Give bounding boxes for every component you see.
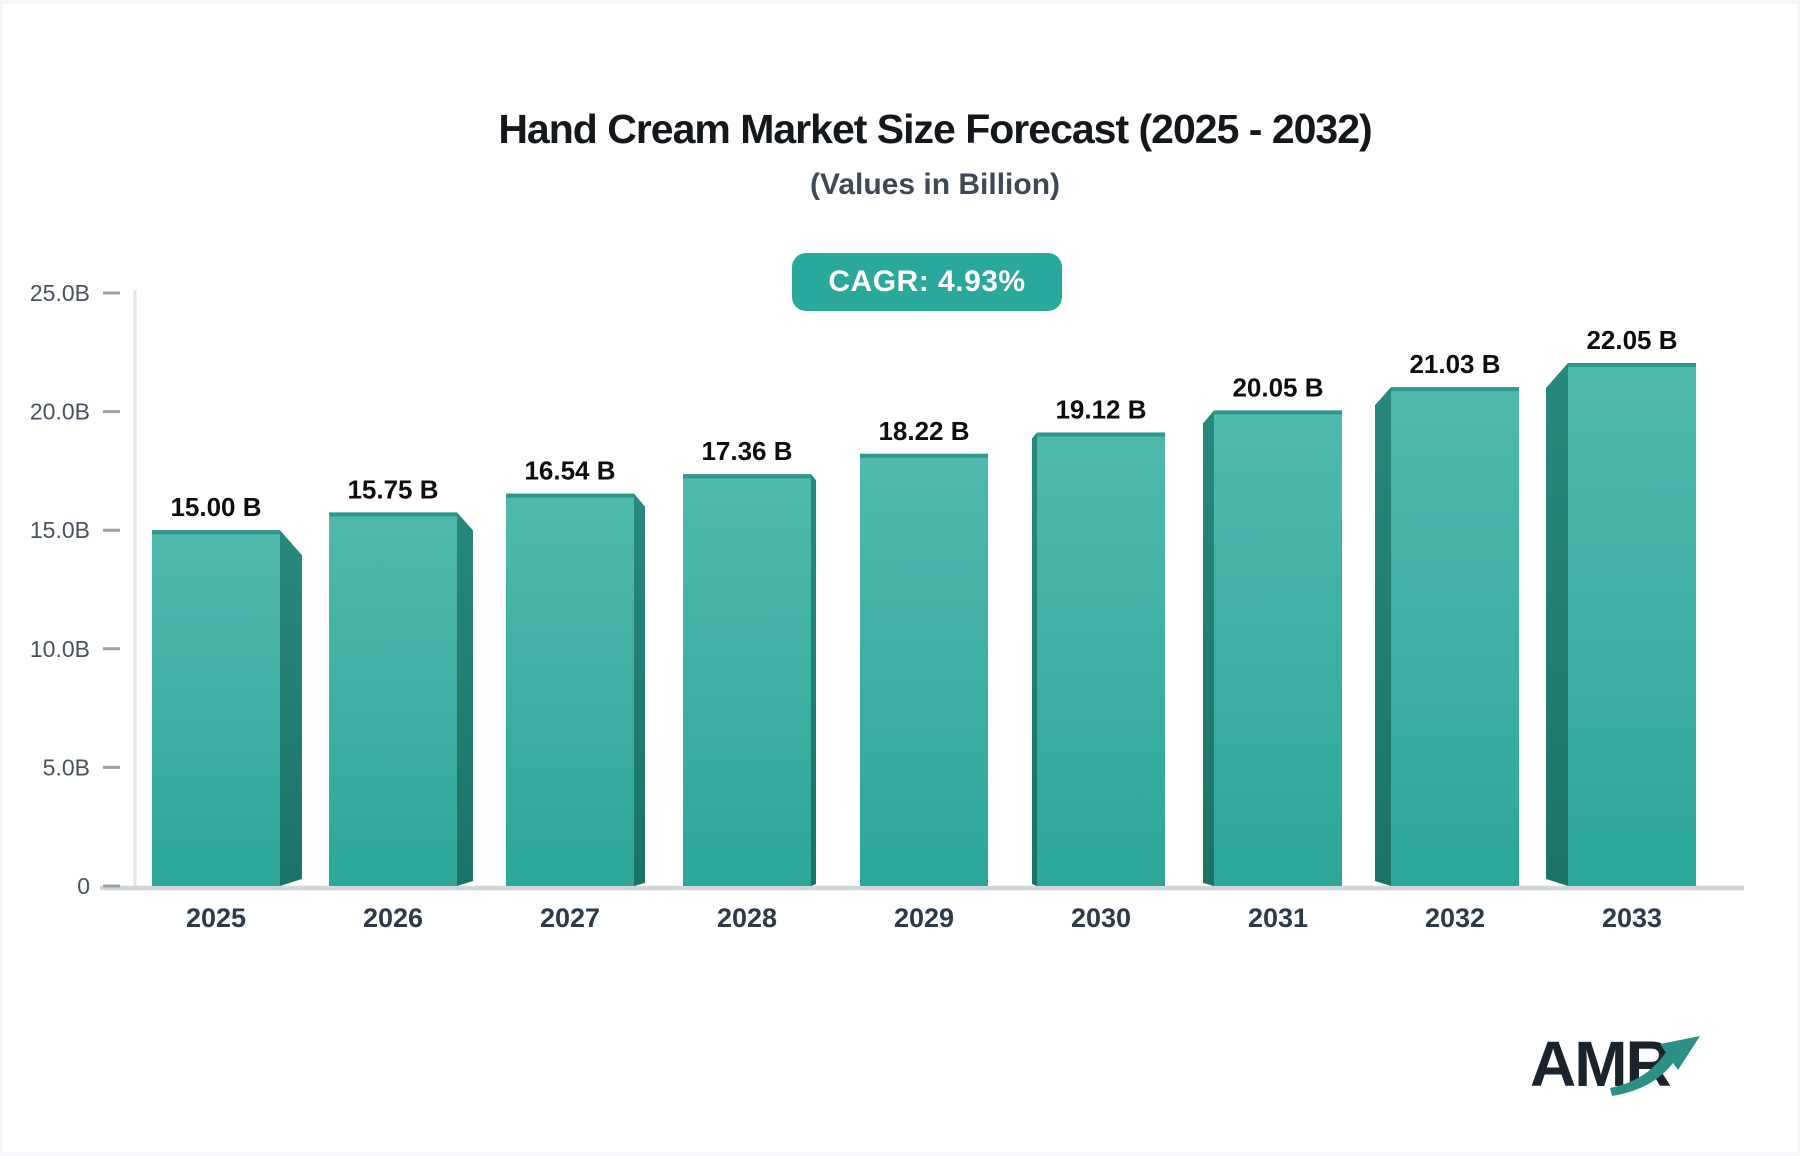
x-axis-label: 2029 xyxy=(894,903,954,933)
bar: 22.05 B 2033 xyxy=(1546,325,1696,933)
bar: 21.03 B 2032 xyxy=(1375,349,1519,933)
top-border-strip xyxy=(2,0,1798,4)
bar: 20.05 B 2031 xyxy=(1203,372,1342,933)
x-axis-label: 2026 xyxy=(363,903,423,933)
bar: 19.12 B 2030 xyxy=(1032,394,1165,933)
bar-value-label: 20.05 B xyxy=(1232,372,1323,402)
bar-value-label: 15.00 B xyxy=(170,492,261,522)
bar-value-label: 22.05 B xyxy=(1586,325,1677,355)
bar-front-face xyxy=(1568,362,1696,886)
bar-front-face xyxy=(152,530,280,886)
bar: 16.54 B 2027 xyxy=(506,456,645,933)
x-axis-label: 2031 xyxy=(1248,903,1308,933)
bar-top-edge xyxy=(1391,387,1519,392)
y-axis-tick-label: 10.0B xyxy=(30,636,90,662)
bar: 18.22 B 2029 xyxy=(860,416,988,933)
bottom-border-strip xyxy=(2,1152,1798,1156)
bar-top-edge xyxy=(860,453,988,458)
bar-front-face xyxy=(329,512,457,886)
y-axis-tick-label: 25.0B xyxy=(30,280,90,306)
bar-value-label: 15.75 B xyxy=(347,474,438,504)
page-title: Hand Cream Market Size Forecast (2025 - … xyxy=(498,106,1372,152)
bar-top-edge xyxy=(152,530,280,535)
bar-side-face xyxy=(1032,432,1037,886)
x-axis-label: 2025 xyxy=(186,903,246,933)
bar-front-face xyxy=(506,493,634,886)
x-axis-label: 2028 xyxy=(717,903,777,933)
bar-top-edge xyxy=(1037,432,1165,437)
y-axis-tick-label: 0 xyxy=(77,873,90,899)
bar-top-edge xyxy=(1568,362,1696,367)
bar-front-face xyxy=(1037,432,1165,886)
y-axis-tick-label: 5.0B xyxy=(43,754,90,780)
x-axis-label: 2032 xyxy=(1425,903,1485,933)
bar-side-face xyxy=(1375,387,1391,886)
bar: 15.00 B 2025 xyxy=(152,492,302,933)
growth-arrow-icon xyxy=(1610,1036,1700,1096)
bar-front-face xyxy=(1391,387,1519,886)
bar: 17.36 B 2028 xyxy=(683,436,816,933)
y-axis-tick-label: 15.0B xyxy=(30,517,90,543)
bar-side-face xyxy=(634,493,645,886)
bar-value-label: 18.22 B xyxy=(878,416,969,446)
bar-top-edge xyxy=(683,474,811,479)
bar-value-label: 17.36 B xyxy=(701,436,792,466)
bar-side-face xyxy=(1203,410,1214,886)
bar-value-label: 21.03 B xyxy=(1409,349,1500,379)
cagr-badge-label: CAGR: 4.93% xyxy=(828,265,1026,298)
bar-value-label: 16.54 B xyxy=(524,456,615,486)
page-subtitle: (Values in Billion) xyxy=(809,168,1061,201)
bar-front-face xyxy=(860,453,988,886)
bar-top-edge xyxy=(506,493,634,498)
bar-side-face xyxy=(811,474,816,886)
x-axis-label: 2033 xyxy=(1602,903,1662,933)
bar: 15.75 B 2026 xyxy=(329,474,473,933)
bar-side-face xyxy=(280,530,302,886)
x-axis-label: 2030 xyxy=(1071,903,1131,933)
x-axis-label: 2027 xyxy=(540,903,600,933)
bar-value-label: 19.12 B xyxy=(1055,394,1146,424)
cagr-badge: CAGR: 4.93% xyxy=(792,253,1062,311)
y-axis-tick-label: 20.0B xyxy=(30,399,90,425)
bar-top-edge xyxy=(1214,410,1342,415)
amr-logo: AMR xyxy=(1530,1032,1730,1112)
bar-side-face xyxy=(457,512,473,886)
bar-front-face xyxy=(1214,410,1342,886)
amr-logo-text: AMR xyxy=(1530,1028,1672,1100)
bar-side-face xyxy=(1546,362,1568,886)
bar-front-face xyxy=(683,474,811,886)
bar-top-edge xyxy=(329,512,457,517)
